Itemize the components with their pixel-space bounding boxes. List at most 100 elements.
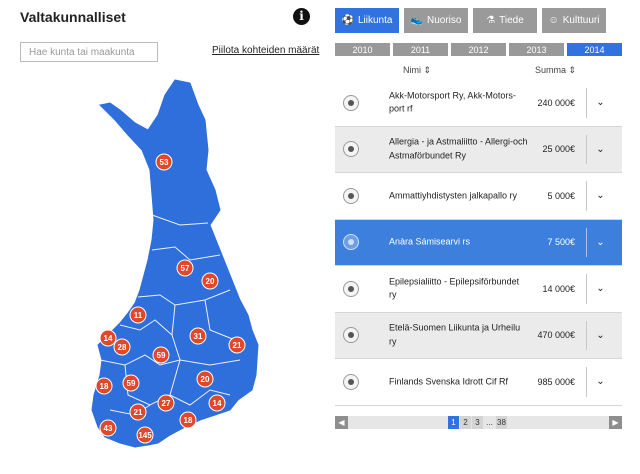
region-count-badge[interactable]: 59 [122, 374, 140, 392]
hide-counts-link[interactable]: Piilota kohteiden määrät [212, 45, 320, 56]
chevron-down-icon[interactable]: ⌄ [586, 181, 614, 211]
region-count-badge[interactable]: 31 [189, 327, 207, 345]
chevron-left-icon[interactable]: ◀ [335, 416, 348, 429]
chevron-down-icon[interactable]: ⌄ [586, 367, 614, 397]
tab-tiede[interactable]: ⚗ Tiede [473, 8, 537, 33]
row-amount: 985 000€ [537, 376, 575, 387]
badge-count: 53 [160, 158, 169, 167]
row-amount: 470 000€ [537, 330, 575, 341]
year-tab-2010[interactable]: 2010 [335, 43, 390, 56]
region-count-badge[interactable]: 20 [201, 272, 219, 290]
sort-by-name[interactable]: Nimi ⇕ [403, 65, 432, 75]
badge-count: 20 [206, 277, 215, 286]
table-row[interactable]: Akk-Motorsport Ry, Akk-Motors-port rf 24… [335, 80, 622, 127]
region-count-badge[interactable]: 18 [179, 411, 197, 429]
year-tab-2013[interactable]: 2013 [509, 43, 564, 56]
soccer-ball-icon [343, 94, 359, 111]
year-tab-2012[interactable]: 2012 [451, 43, 506, 56]
page-38[interactable]: 38 [496, 416, 507, 429]
tab-kulttuuri[interactable]: ☺ Kulttuuri [542, 8, 606, 33]
category-tabs: ⚽ Liikunta 👟 Nuoriso ⚗ Tiede ☺ Kulttuuri [335, 8, 606, 33]
table-row[interactable]: Ammattiyhdistysten jalkapallo ry 5 000€ … [335, 173, 622, 220]
badge-count: 21 [233, 341, 242, 350]
row-amount: 14 000€ [542, 283, 575, 294]
chevron-down-icon[interactable]: ⌄ [586, 227, 614, 257]
region-count-badge[interactable]: 11 [129, 306, 147, 324]
badge-count: 59 [127, 379, 136, 388]
region-count-badge[interactable]: 28 [113, 338, 131, 356]
year-tab-2011[interactable]: 2011 [393, 43, 448, 56]
chevron-down-icon[interactable]: ⌄ [586, 274, 614, 304]
badge-count: 57 [181, 264, 190, 273]
row-name: Finlands Svenska Idrott Cif Rf [389, 376, 509, 386]
info-icon[interactable]: i [293, 8, 310, 25]
sort-by-amount[interactable]: Summa ⇕ [535, 65, 577, 75]
row-amount: 5 000€ [547, 190, 575, 201]
soccer-ball-icon: ⚽ [341, 15, 354, 26]
region-count-badge[interactable]: 145 [136, 426, 154, 444]
grants-table: Akk-Motorsport Ry, Akk-Motors-port rf 24… [335, 80, 622, 406]
flask-icon: ⚗ [486, 15, 496, 26]
theater-masks-icon: ☺ [548, 15, 559, 26]
tab-liikunta[interactable]: ⚽ Liikunta [335, 8, 399, 33]
region-count-badge[interactable]: 53 [155, 153, 173, 171]
table-row-selected[interactable]: Anàra Sámisearvi rs 7 500€ ⌄ [335, 219, 622, 266]
region-count-badge[interactable]: 21 [129, 403, 147, 421]
chevron-down-icon[interactable]: ⌄ [586, 134, 614, 164]
sort-icon: ⇕ [423, 65, 432, 75]
row-name: Allergia - ja Astmaliitto - Allergi-och … [389, 136, 528, 161]
sort-icon: ⇕ [568, 65, 577, 75]
soccer-ball-icon [343, 327, 359, 344]
row-name: Etelä-Suomen Liikunta ja Urheilu ry [389, 322, 521, 347]
table-row[interactable]: Etelä-Suomen Liikunta ja Urheilu ry 470 … [335, 312, 622, 359]
badge-count: 14 [104, 334, 113, 343]
table-row[interactable]: Epilepsialiitto - Epilepsiförbundet ry 1… [335, 266, 622, 313]
pagination: ◀ 1 2 3 ... 38 ▶ [335, 416, 622, 429]
page-title: Valtakunnalliset [20, 9, 126, 25]
region-count-badge[interactable]: 27 [157, 394, 175, 412]
badge-count: 31 [194, 332, 203, 341]
badge-count: 21 [134, 408, 143, 417]
badge-count: 145 [138, 431, 152, 440]
finland-map[interactable]: 53 57 20 11 14 28 31 59 21 18 59 20 14 21 27 18 43 145 [80, 75, 280, 455]
soccer-ball-icon [343, 141, 359, 158]
page-1[interactable]: 1 [448, 416, 459, 429]
badge-count: 27 [162, 399, 171, 408]
row-amount: 25 000€ [542, 144, 575, 155]
row-name: Akk-Motorsport Ry, Akk-Motors-port rf [389, 90, 516, 114]
region-count-badge[interactable]: 43 [99, 419, 117, 437]
region-count-badge[interactable]: 21 [228, 336, 246, 354]
region-count-badge[interactable]: 14 [208, 394, 226, 412]
row-amount: 7 500€ [547, 237, 575, 248]
year-tab-2014[interactable]: 2014 [567, 43, 622, 56]
chevron-right-icon[interactable]: ▶ [609, 416, 622, 429]
badge-count: 59 [157, 351, 166, 360]
region-count-badge[interactable]: 18 [95, 377, 113, 395]
region-count-badge[interactable]: 14 [99, 329, 117, 347]
chevron-down-icon[interactable]: ⌄ [586, 88, 614, 118]
row-name: Anàra Sámisearvi rs [389, 236, 471, 247]
soccer-ball-icon [343, 234, 359, 251]
search-input[interactable] [20, 42, 158, 62]
sneaker-icon: 👟 [410, 15, 423, 26]
badge-count: 20 [201, 375, 210, 384]
region-count-badge[interactable]: 20 [196, 370, 214, 388]
region-borders [99, 214, 241, 416]
row-name: Epilepsialiitto - Epilepsiförbundet ry [389, 276, 520, 300]
region-count-badge[interactable]: 59 [152, 346, 170, 364]
badge-count: 11 [134, 311, 143, 320]
table-row[interactable]: Finlands Svenska Idrott Cif Rf 985 000€ … [335, 359, 622, 406]
row-amount: 240 000€ [537, 97, 575, 108]
tab-nuoriso[interactable]: 👟 Nuoriso [404, 8, 468, 33]
chevron-down-icon[interactable]: ⌄ [586, 320, 614, 350]
row-name: Ammattiyhdistysten jalkapallo ry [389, 190, 518, 200]
badge-count: 14 [213, 399, 222, 408]
region-count-badge[interactable]: 57 [176, 259, 194, 277]
page-3[interactable]: 3 [472, 416, 483, 429]
table-row[interactable]: Allergia - ja Astmaliitto - Allergi-och … [335, 126, 622, 173]
page-2[interactable]: 2 [460, 416, 471, 429]
badge-count: 28 [118, 343, 127, 352]
year-tabs: 2010 2011 2012 2013 2014 [335, 43, 622, 56]
finland-region-shape[interactable] [91, 79, 259, 448]
table-header: Nimi ⇕ Summa ⇕ [335, 65, 622, 79]
